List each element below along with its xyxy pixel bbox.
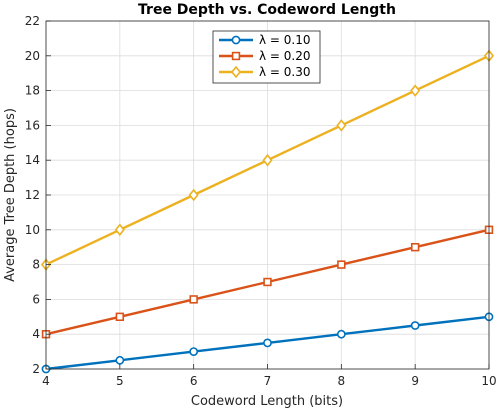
y-tick-label: 22 xyxy=(25,14,40,28)
x-tick-label: 8 xyxy=(338,374,346,388)
legend-marker xyxy=(231,35,241,45)
data-point xyxy=(114,223,125,237)
legend-entry-2: λ = 0.20 xyxy=(219,49,311,63)
x-axis-title: Codeword Length (bits) xyxy=(191,394,343,409)
x-tick-label: 9 xyxy=(411,374,419,388)
y-tick-label: 18 xyxy=(25,84,40,98)
x-tick-label: 7 xyxy=(264,374,272,388)
y-tick-label: 6 xyxy=(32,292,40,306)
data-point xyxy=(336,329,346,339)
legend-label: λ = 0.30 xyxy=(259,65,311,79)
data-point xyxy=(262,153,273,167)
data-point xyxy=(189,347,199,356)
data-point xyxy=(336,119,347,132)
legend: λ = 0.10 λ = 0.20 λ = 0.30 xyxy=(212,30,321,84)
series-layer xyxy=(40,49,495,374)
data-point xyxy=(410,84,421,97)
y-axis-title: Average Tree Depth (hops) xyxy=(3,108,18,282)
y-tick-label: 12 xyxy=(25,188,40,202)
y-tick-label: 14 xyxy=(25,153,40,167)
legend-entry-1: λ = 0.10 xyxy=(219,33,311,47)
legend-label: λ = 0.20 xyxy=(259,49,311,63)
y-tick-label: 10 xyxy=(25,223,40,237)
data-point xyxy=(337,260,346,269)
x-tick-label: 4 xyxy=(42,374,50,388)
x-tick-label: 10 xyxy=(481,374,496,388)
data-point xyxy=(188,188,199,202)
y-tick-label: 20 xyxy=(25,49,40,63)
data-point xyxy=(189,295,198,304)
data-point xyxy=(410,243,420,252)
series-3 xyxy=(40,49,495,271)
legend-marker xyxy=(231,51,241,61)
chart-title: Tree Depth vs. Codeword Length xyxy=(138,2,396,18)
data-point xyxy=(115,312,125,321)
y-tick-label: 8 xyxy=(32,258,40,272)
data-point xyxy=(263,277,272,287)
y-tick-label: 2 xyxy=(32,362,40,376)
x-tick-label: 6 xyxy=(190,374,198,388)
y-tick-label: 4 xyxy=(32,327,40,341)
legend-marker xyxy=(230,65,242,79)
x-tick-label: 5 xyxy=(116,374,124,388)
legend-label: λ = 0.10 xyxy=(259,33,311,47)
legend-entry-3: λ = 0.30 xyxy=(219,65,311,79)
data-point xyxy=(410,321,420,330)
y-tick-label: 16 xyxy=(25,118,40,132)
data-point xyxy=(115,355,125,365)
data-point xyxy=(263,338,272,348)
